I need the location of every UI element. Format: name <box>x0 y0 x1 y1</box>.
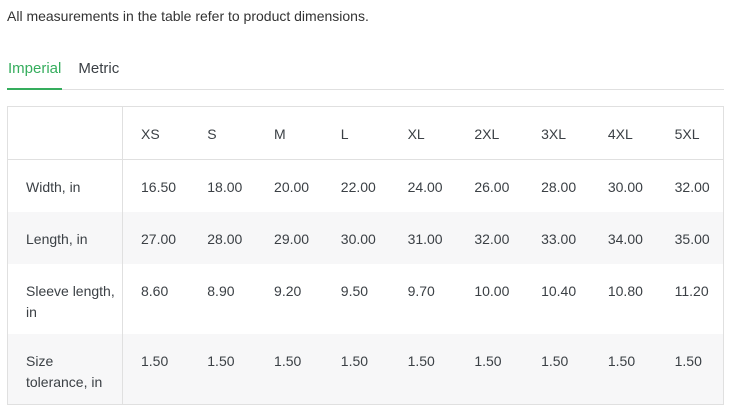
table-cell: 1.50 <box>340 353 369 369</box>
size-chart-table: XS S M L XL 2XL 3XL 4XL 5XL Width, in 16… <box>7 106 724 405</box>
table-cell: 28.00 <box>207 231 243 247</box>
table-row-width: Width, in 16.50 18.00 20.00 22.00 24.00 … <box>7 159 724 212</box>
column-header-m: M <box>256 106 323 160</box>
row-label: Size tolerance, in <box>7 334 123 405</box>
table-cell: 31.00 <box>407 231 443 247</box>
table-cell: 1.50 <box>141 353 169 369</box>
table-cell: 1.50 <box>207 353 235 369</box>
row-label: Width, in <box>7 159 123 212</box>
column-header-4xl: 4XL <box>589 106 657 160</box>
table-cell: 35.00 <box>674 231 710 247</box>
table-cell: 1.50 <box>274 353 302 369</box>
table-cell: 32.00 <box>474 231 510 247</box>
table-cell: 9.70 <box>407 283 435 299</box>
corner-cell <box>7 106 123 160</box>
column-header-l: L <box>322 106 390 160</box>
table-cell: 32.00 <box>674 179 710 195</box>
table-cell: 24.00 <box>407 179 443 195</box>
table-cell: 28.00 <box>541 179 577 195</box>
column-header-xl: XL <box>389 106 457 160</box>
table-cell: 34.00 <box>607 231 643 247</box>
table-cell: 10.80 <box>607 283 643 299</box>
column-header-3xl: 3XL <box>523 106 590 160</box>
table-cell: 8.60 <box>141 283 169 299</box>
table-row-size-tolerance: Size tolerance, in 1.50 1.50 1.50 1.50 1… <box>7 334 724 405</box>
table-row-length: Length, in 27.00 28.00 29.00 30.00 31.00… <box>7 212 724 264</box>
tab-imperial[interactable]: Imperial <box>7 60 63 90</box>
row-label: Sleeve length, in <box>7 264 123 334</box>
column-header-2xl: 2XL <box>456 106 524 160</box>
row-label: Length, in <box>7 212 123 264</box>
table-cell: 30.00 <box>340 231 376 247</box>
table-cell: 27.00 <box>141 231 177 247</box>
table-cell: 1.50 <box>541 353 569 369</box>
table-cell: 9.50 <box>340 283 369 299</box>
table-cell: 16.50 <box>141 179 177 195</box>
table-cell: 29.00 <box>274 231 310 247</box>
measurements-note: All measurements in the table refer to p… <box>7 8 369 24</box>
table-cell: 1.50 <box>407 353 435 369</box>
table-cell: 11.20 <box>674 283 709 299</box>
table-cell: 30.00 <box>607 179 643 195</box>
table-cell: 8.90 <box>207 283 235 299</box>
tab-metric[interactable]: Metric <box>78 60 120 77</box>
table-cell: 10.00 <box>474 283 510 299</box>
table-row-sleeve-length: Sleeve length, in 8.60 8.90 9.20 9.50 9.… <box>7 264 724 334</box>
table-cell: 18.00 <box>207 179 243 195</box>
table-cell: 26.00 <box>474 179 510 195</box>
table-cell: 9.20 <box>274 283 302 299</box>
table-cell: 1.50 <box>607 353 636 369</box>
unit-tabs: Imperial Metric <box>7 60 724 90</box>
table-cell: 20.00 <box>274 179 310 195</box>
table-cell: 22.00 <box>340 179 376 195</box>
column-header-xs: XS <box>122 106 190 160</box>
column-header-s: S <box>189 106 257 160</box>
table-cell: 1.50 <box>474 353 502 369</box>
column-header-5xl: 5XL <box>656 106 724 160</box>
table-cell: 1.50 <box>674 353 702 369</box>
table-cell: 10.40 <box>541 283 577 299</box>
table-cell: 33.00 <box>541 231 577 247</box>
header-row: XS S M L XL 2XL 3XL 4XL 5XL <box>7 106 724 160</box>
